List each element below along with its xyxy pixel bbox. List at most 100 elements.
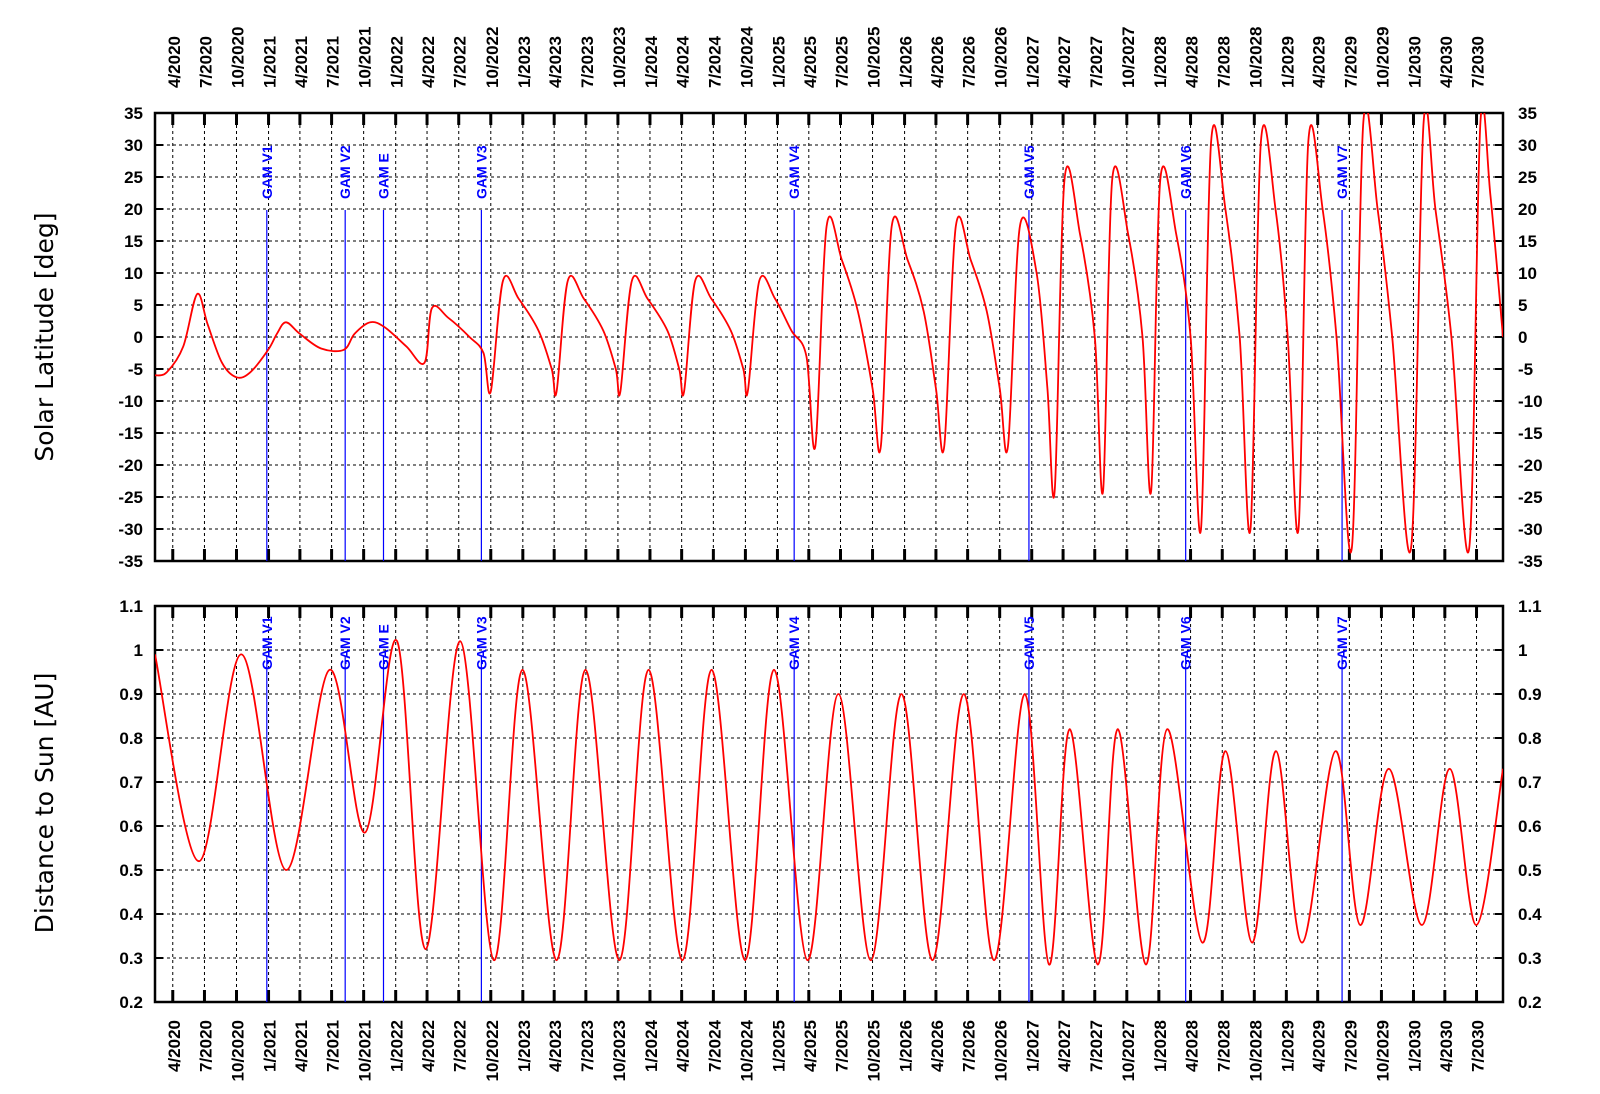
- y-tick-label-left: -5: [128, 360, 143, 379]
- y-axis-title-latitude: Solar Latitude [deg]: [30, 212, 59, 461]
- y-tick-label-left: 0.3: [119, 949, 143, 968]
- x-tick-label: 10/2020: [229, 27, 248, 88]
- gam-marker-label: GAM V5: [1021, 616, 1037, 670]
- x-tick-label: 1/2028: [1151, 36, 1170, 88]
- gam-marker-label: GAM V7: [1334, 616, 1350, 670]
- y-tick-label-left: 25: [124, 168, 143, 187]
- y-tick-label-right: 0.5: [1518, 861, 1542, 880]
- y-tick-label-left: 1.1: [119, 597, 143, 616]
- gam-marker-label: GAM V6: [1178, 616, 1194, 670]
- x-tick-label: 7/2028: [1214, 1020, 1233, 1072]
- x-tick-label: 4/2022: [419, 1020, 438, 1072]
- x-tick-label: 7/2020: [196, 36, 215, 88]
- y-tick-label-right: 5: [1518, 296, 1527, 315]
- x-tick-label: 1/2027: [1024, 36, 1043, 88]
- x-tick-label: 7/2027: [1087, 1020, 1106, 1072]
- gam-marker-label: GAM V3: [473, 616, 489, 670]
- x-tick-label: 7/2024: [705, 1019, 724, 1072]
- y-tick-label-right: -20: [1518, 456, 1543, 475]
- y-tick-label-left: -30: [118, 520, 143, 539]
- x-tick-label: 10/2025: [865, 27, 884, 88]
- x-tick-label: 4/2024: [674, 1019, 693, 1072]
- x-tick-label: 4/2029: [1310, 36, 1329, 88]
- gam-marker-label: GAM V6: [1178, 145, 1194, 199]
- x-tick-label: 4/2022: [419, 36, 438, 88]
- y-tick-label-left: -10: [118, 392, 143, 411]
- y-tick-label-left: 20: [124, 200, 143, 219]
- x-tick-label: 4/2020: [165, 1020, 184, 1072]
- x-tick-label: 1/2027: [1024, 1020, 1043, 1072]
- x-tick-label: 1/2025: [769, 1020, 788, 1072]
- y-tick-label-left: 0.8: [119, 729, 143, 748]
- y-tick-label-right: -30: [1518, 520, 1543, 539]
- x-tick-label: 10/2029: [1373, 1020, 1392, 1081]
- solar-latitude-panel: 35 35 30 30 25 25 20 20 15 15 10 10 5 5 0 0 -5 -5 -10 -10 -1…: [118, 104, 1542, 571]
- x-tick-label: 4/2021: [292, 36, 311, 88]
- x-tick-label: 10/2023: [610, 27, 629, 88]
- x-tick-label: 7/2028: [1214, 36, 1233, 88]
- x-tick-label: 7/2021: [324, 36, 343, 88]
- x-tick-label: 4/2025: [801, 36, 820, 88]
- x-tick-label: 4/2025: [801, 1020, 820, 1072]
- x-tick-label: 1/2029: [1278, 1020, 1297, 1072]
- y-tick-label-right: 35: [1518, 104, 1537, 123]
- x-tick-label: 7/2023: [578, 36, 597, 88]
- gam-marker-label: GAM V4: [786, 616, 802, 670]
- x-tick-label: 10/2028: [1246, 1020, 1265, 1081]
- y-tick-label-right: -35: [1518, 552, 1543, 571]
- y-tick-label-left: 5: [134, 296, 143, 315]
- y-tick-label-left: 1: [134, 641, 143, 660]
- x-tick-label: 7/2024: [705, 35, 724, 88]
- x-tick-label: 7/2027: [1087, 36, 1106, 88]
- x-tick-label: 1/2023: [515, 1020, 534, 1072]
- gam-marker-label: GAM V5: [1021, 145, 1037, 199]
- x-tick-label: 4/2026: [928, 36, 947, 88]
- x-tick-label: 10/2023: [610, 1020, 629, 1081]
- x-tick-label: 4/2024: [674, 35, 693, 88]
- x-tick-label: 7/2023: [578, 1020, 597, 1072]
- x-tick-label: 7/2026: [960, 1020, 979, 1072]
- y-tick-label-left: -35: [118, 552, 143, 571]
- y-tick-label-right: 0: [1518, 328, 1527, 347]
- y-tick-label-right: 0.4: [1518, 905, 1542, 924]
- y-tick-label-left: -20: [118, 456, 143, 475]
- x-tick-label: 4/2030: [1437, 1020, 1456, 1072]
- y-tick-label-right: 20: [1518, 200, 1537, 219]
- x-tick-label: 7/2022: [451, 1020, 470, 1072]
- gam-marker-label: GAM V3: [473, 145, 489, 199]
- y-tick-label-right: 1: [1518, 641, 1527, 660]
- y-tick-label-right: 0.3: [1518, 949, 1542, 968]
- gam-marker-label: GAM V2: [337, 616, 353, 670]
- x-tick-label: 4/2020: [165, 36, 184, 88]
- x-tick-label: 7/2029: [1341, 36, 1360, 88]
- y-tick-label-right: 0.9: [1518, 685, 1542, 704]
- y-tick-label-right: 0.6: [1518, 817, 1542, 836]
- x-tick-label: 4/2030: [1437, 36, 1456, 88]
- x-tick-label: 1/2026: [897, 36, 916, 88]
- x-tick-label: 10/2028: [1246, 27, 1265, 88]
- x-tick-label: 1/2026: [897, 1020, 916, 1072]
- sun-distance-panel: 1.1 1.1 1 1 0.9 0.9 0.8 0.8 0.7 0.7 0.6 0.6 0.5 0.5 0.…: [119, 597, 1542, 1012]
- x-tick-label: 4/2029: [1310, 1020, 1329, 1072]
- plot-frame: [153, 604, 1505, 1004]
- gam-marker-label: GAM E: [375, 624, 391, 670]
- x-tick-label: 4/2023: [546, 1020, 565, 1072]
- y-tick-label-left: 0: [134, 328, 143, 347]
- x-tick-label: 1/2030: [1405, 1020, 1424, 1072]
- y-axis-title-distance: Distance to Sun [AU]: [30, 673, 59, 934]
- y-tick-label-left: 0.9: [119, 685, 143, 704]
- gam-marker-label: GAM V1: [259, 616, 275, 670]
- y-tick-label-right: 10: [1518, 264, 1537, 283]
- gam-marker-label: GAM V7: [1334, 145, 1350, 199]
- x-tick-label: 10/2029: [1373, 27, 1392, 88]
- x-tick-label: 7/2025: [832, 1020, 851, 1072]
- y-tick-label-left: -15: [118, 424, 143, 443]
- y-tick-label-right: -25: [1518, 488, 1543, 507]
- y-tick-label-left: 0.5: [119, 861, 143, 880]
- y-tick-label-right: 30: [1518, 136, 1537, 155]
- gam-marker-label: GAM V4: [786, 145, 802, 199]
- y-tick-label-left: 10: [124, 264, 143, 283]
- y-tick-label-left: -25: [118, 488, 143, 507]
- y-tick-label-left: 15: [124, 232, 143, 251]
- y-tick-label-left: 30: [124, 136, 143, 155]
